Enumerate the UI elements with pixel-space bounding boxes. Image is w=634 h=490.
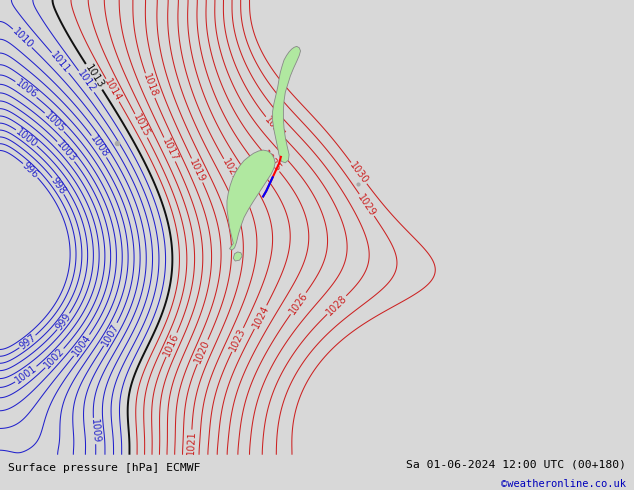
Text: 1015: 1015 <box>131 113 152 139</box>
Text: 1017: 1017 <box>160 136 179 163</box>
Text: 1001: 1001 <box>13 363 39 386</box>
Text: 1004: 1004 <box>70 333 93 358</box>
Text: 1025: 1025 <box>259 148 283 174</box>
Text: 1005: 1005 <box>42 110 67 134</box>
Text: 1000: 1000 <box>14 126 39 149</box>
Text: 1026: 1026 <box>287 291 309 317</box>
Text: 1011: 1011 <box>48 50 72 75</box>
Text: 1030: 1030 <box>347 160 370 186</box>
Text: 1007: 1007 <box>100 321 121 347</box>
Text: 1013: 1013 <box>82 63 105 91</box>
Text: 1002: 1002 <box>42 346 67 370</box>
Text: 1028: 1028 <box>325 293 349 317</box>
Text: 1003: 1003 <box>55 139 78 164</box>
Text: 999: 999 <box>54 311 73 332</box>
Text: 1027: 1027 <box>262 114 287 140</box>
Polygon shape <box>227 150 275 250</box>
Text: 1006: 1006 <box>13 78 39 100</box>
Text: 997: 997 <box>17 332 38 351</box>
Text: Sa 01-06-2024 12:00 UTC (00+180): Sa 01-06-2024 12:00 UTC (00+180) <box>406 460 626 469</box>
Polygon shape <box>273 47 301 163</box>
Text: 1009: 1009 <box>89 418 101 443</box>
Text: 1008: 1008 <box>88 133 110 159</box>
Text: ©weatheronline.co.uk: ©weatheronline.co.uk <box>501 479 626 489</box>
Text: 1016: 1016 <box>162 332 181 358</box>
Text: Surface pressure [hPa] ECMWF: Surface pressure [hPa] ECMWF <box>8 463 200 473</box>
Text: 1023: 1023 <box>228 326 247 353</box>
Text: 1022: 1022 <box>220 157 241 184</box>
Polygon shape <box>233 252 242 261</box>
Text: 998: 998 <box>49 175 68 196</box>
Text: 1018: 1018 <box>141 73 159 99</box>
Text: 1019: 1019 <box>188 157 207 184</box>
Text: 1020: 1020 <box>193 339 212 365</box>
Text: 1024: 1024 <box>250 304 271 330</box>
Text: 1021: 1021 <box>186 430 197 455</box>
Text: 1012: 1012 <box>75 69 98 95</box>
Text: 1014: 1014 <box>102 77 123 103</box>
Text: 1029: 1029 <box>356 192 378 218</box>
Text: 996: 996 <box>20 160 41 180</box>
Text: 1010: 1010 <box>10 26 35 50</box>
